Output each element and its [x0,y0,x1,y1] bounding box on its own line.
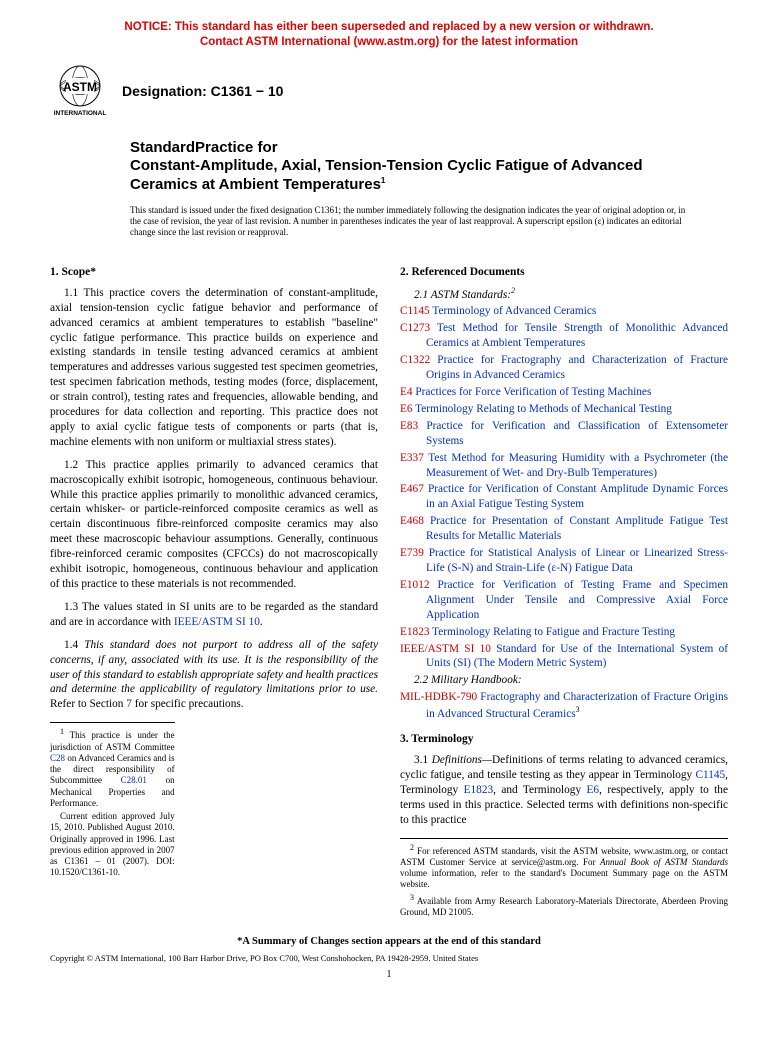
para-1-3: 1.3 The values stated in SI units are to… [50,600,378,630]
reference-list: C1145 Terminology of Advanced Ceramics C… [400,304,728,671]
page-number: 1 [50,969,728,980]
ref-c1322[interactable]: C1322 Practice for Fractography and Char… [400,353,728,383]
summary-of-changes-note: *A Summary of Changes section appears at… [50,936,728,947]
title-line1: StandardPractice for [130,139,708,156]
ref-ieee-si10[interactable]: IEEE/ASTM SI 10 Standard for Use of the … [400,642,728,672]
supersession-notice: NOTICE: This standard has either been su… [50,20,728,50]
para-1-2: 1.2 This practice applies primarily to a… [50,458,378,592]
svg-text:INTERNATIONAL: INTERNATIONAL [54,110,107,117]
right-column: 2. Referenced Documents 2.1 ASTM Standar… [400,261,728,920]
ref-c1145[interactable]: C1145 Terminology of Advanced Ceramics [400,304,728,319]
astm-standards-subhead: 2.1 ASTM Standards:2 [400,286,728,303]
referenced-docs-heading: 2. Referenced Documents [400,265,728,280]
ref-mil-hdbk-790[interactable]: MIL-HDBK-790 Fractography and Characteri… [400,690,728,722]
ref-e1823[interactable]: E1823 Terminology Relating to Fatigue an… [400,625,728,640]
link-c28-01[interactable]: C28.01 [121,775,147,785]
body-columns: 1. Scope* 1.1 This practice covers the d… [50,261,728,920]
ref-e1012[interactable]: E1012 Practice for Verification of Testi… [400,578,728,623]
astm-logo: ASTM INTERNATIONAL [50,64,110,119]
notice-line1: NOTICE: This standard has either been su… [124,21,653,33]
document-page: NOTICE: This standard has either been su… [0,0,778,1010]
footnote-3: 3 Available from Army Research Laborator… [400,893,728,919]
footnote-2: 2 For referenced ASTM standards, visit t… [400,843,728,891]
link-c1145[interactable]: C1145 [695,769,725,781]
svg-text:ASTM: ASTM [63,80,97,94]
issuance-note: This standard is issued under the fixed … [130,205,698,239]
notice-line2: Contact ASTM International (www.astm.org… [200,36,578,48]
title-line2: Constant-Amplitude, Axial, Tension-Tensi… [130,156,708,195]
ref-e467[interactable]: E467 Practice for Verification of Consta… [400,482,728,512]
para-1-1: 1.1 This practice covers the determinati… [50,286,378,450]
left-footnotes: 1 This practice is under the jurisdictio… [50,722,175,878]
link-c28[interactable]: C28 [50,753,65,763]
link-ieee-astm-si10[interactable]: IEEE/ASTM SI 10 [174,616,260,628]
ref-e337[interactable]: E337 Test Method for Measuring Humidity … [400,451,728,481]
para-3-1: 3.1 Definitions—Definitions of terms rel… [400,753,728,828]
ref-e4[interactable]: E4 Practices for Force Verification of T… [400,385,728,400]
right-footnotes: 2 For referenced ASTM standards, visit t… [400,838,728,919]
ref-e468[interactable]: E468 Practice for Presentation of Consta… [400,514,728,544]
ref-c1273[interactable]: C1273 Test Method for Tensile Strength o… [400,321,728,351]
ref-e739[interactable]: E739 Practice for Statistical Analysis o… [400,546,728,576]
left-column: 1. Scope* 1.1 This practice covers the d… [50,261,378,920]
para-1-4: 1.4 This standard does not purport to ad… [50,638,378,713]
footnote-1b: Current edition approved July 15, 2010. … [50,811,175,879]
standard-title: StandardPractice for Constant-Amplitude,… [130,139,708,195]
terminology-heading: 3. Terminology [400,732,728,747]
copyright-line: Copyright © ASTM International, 100 Barr… [50,953,728,963]
designation: Designation: C1361 − 10 [122,83,283,99]
ref-e6[interactable]: E6 Terminology Relating to Methods of Me… [400,402,728,417]
ref-e83[interactable]: E83 Practice for Verification and Classi… [400,419,728,449]
header-row: ASTM INTERNATIONAL Designation: C1361 − … [50,64,728,119]
scope-heading: 1. Scope* [50,265,378,280]
link-e6[interactable]: E6 [587,784,600,796]
footnote-1: 1 This practice is under the jurisdictio… [50,727,175,809]
link-e1823[interactable]: E1823 [464,784,494,796]
military-handbook-subhead: 2.2 Military Handbook: [400,673,728,688]
